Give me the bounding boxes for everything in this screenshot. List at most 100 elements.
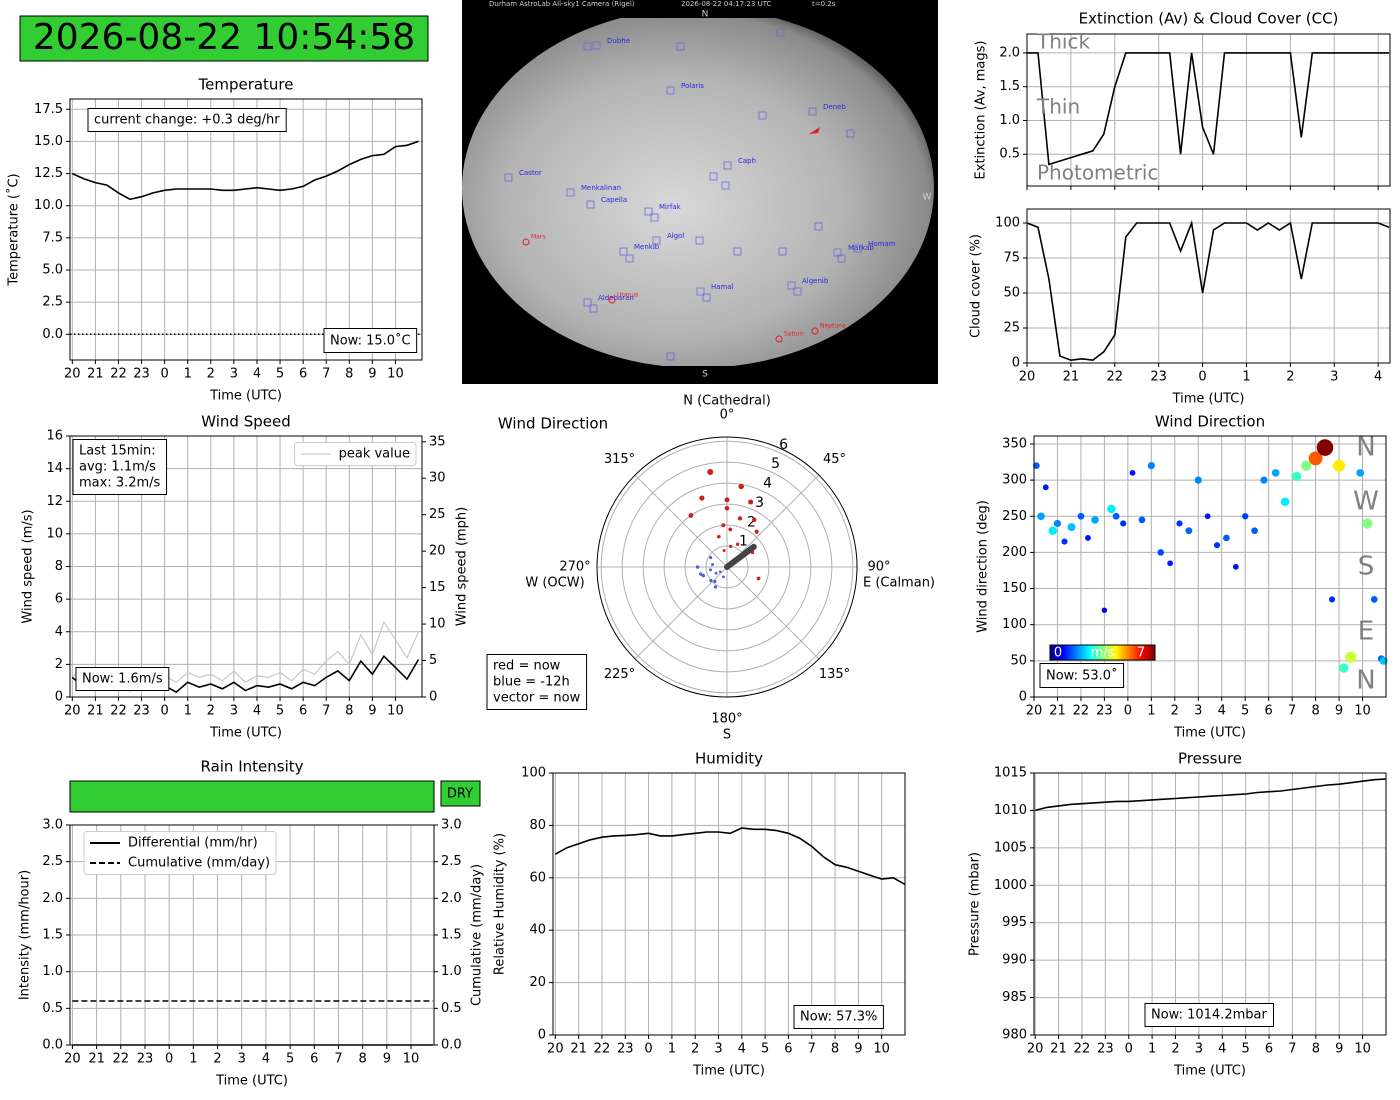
x-tick-label: 0 [1124, 704, 1132, 719]
star-marker [644, 207, 653, 216]
y-tick-label: 200 [1002, 545, 1027, 560]
legend: peak value [294, 442, 417, 466]
planet-label: Saturn [784, 331, 804, 338]
x-tick-label: 7 [322, 367, 330, 382]
plot-frame [1026, 33, 1391, 187]
x-axis-label: Time (UTC) [692, 1064, 765, 1079]
scatter-point [1107, 504, 1116, 514]
x-axis-label: Time (UTC) [209, 726, 282, 741]
x-tick-label: 8 [1312, 1042, 1320, 1057]
scatter-point [1232, 563, 1239, 570]
polar-point [748, 499, 754, 505]
y-tick-label: 1.0 [999, 113, 1020, 128]
x-tick-label: 23 [617, 1042, 634, 1057]
star-marker [666, 86, 675, 95]
compass-label: E (Calman) [863, 576, 935, 591]
x-tick-label: 21 [87, 704, 104, 719]
x-tick-label: 10 [387, 704, 404, 719]
x-tick-label: 20 [64, 367, 81, 382]
x-tick-label: 6 [299, 367, 307, 382]
x-tick-label: 8 [1311, 704, 1319, 719]
r-tick-label: 6 [779, 437, 788, 453]
x-tick-label: 21 [87, 367, 104, 382]
chart-title: Wind Direction [1155, 413, 1265, 431]
camera-mask [462, 366, 938, 384]
camera-compass: S [702, 370, 708, 380]
region-label: Thick [1036, 30, 1090, 54]
scatter-point [1333, 459, 1346, 472]
polar-point [709, 556, 713, 560]
star-label: Homam [868, 240, 896, 248]
y-tick-label: 4 [55, 624, 63, 639]
polar-frame [596, 436, 858, 698]
star-marker [709, 172, 718, 181]
scatter-point [1101, 607, 1108, 613]
polar-point [721, 523, 726, 528]
angle-tick-label: 135° [819, 667, 850, 682]
y-tick-label: 150 [1002, 581, 1027, 596]
x-tick-label: 5 [276, 367, 284, 382]
polar-point [728, 527, 733, 532]
planet-label: Uranus [617, 292, 638, 299]
annotation-text: Now: 1.6m/s [82, 672, 163, 687]
x-tick-label: 8 [345, 367, 353, 382]
y-tick-label: 100 [521, 766, 546, 781]
y-tick-label: 0 [1019, 690, 1027, 705]
y2-tick-label: 1.0 [441, 964, 462, 979]
star-marker [721, 181, 730, 190]
star-label: Capella [601, 196, 627, 204]
x-tick-label: 0 [165, 1052, 173, 1067]
camera-header: Durham AstroLab All-sky1 Camera (Rigel) [489, 0, 635, 8]
x-tick-label: 10 [873, 1042, 890, 1057]
polar-point [718, 570, 722, 574]
x-tick-label: 22 [1073, 704, 1090, 719]
x-tick-label: 7 [1288, 1042, 1296, 1057]
y-axis-label: Temperature (˚C) [6, 173, 22, 286]
polar-point [756, 576, 761, 581]
y-tick-label: 6 [55, 592, 63, 607]
chart-title: Rain Intensity [200, 758, 303, 776]
annotation: Thin [1036, 95, 1080, 119]
x-tick-label: 20 [1019, 370, 1036, 385]
scatter-point [1091, 516, 1099, 524]
scatter-point [1112, 512, 1120, 520]
annotation-text: Last 15min: [79, 444, 156, 459]
star-marker [778, 247, 787, 256]
y-tick-label: 995 [1002, 915, 1027, 930]
x-tick-label: 1 [189, 1052, 197, 1067]
scatter-point [1176, 520, 1183, 527]
legend-box [294, 442, 417, 466]
camera-header: 2026-08-22 04:17:23 UTC [681, 0, 772, 8]
star-marker [833, 248, 842, 257]
star-marker [814, 222, 823, 231]
scatter-point [1370, 596, 1378, 603]
scatter-point [1301, 460, 1312, 471]
scatter-point [1260, 476, 1268, 484]
chart-title: Temperature [197, 76, 293, 94]
star-label: Deneb [823, 103, 846, 111]
planet-marker [522, 238, 530, 246]
x-tick-label: 20 [547, 1042, 564, 1057]
line-series [554, 827, 906, 886]
star-marker [695, 236, 704, 245]
plot-area [1027, 34, 1390, 186]
y-axis-label: Extinction (Av, mags) [974, 41, 989, 180]
x-tick-label: 22 [1074, 1042, 1091, 1057]
x-tick-label: 22 [110, 704, 127, 719]
y-tick-label: 1005 [994, 840, 1027, 855]
r-tick-label: 2 [747, 514, 756, 530]
y-tick-label: 16 [46, 429, 63, 444]
chart-title: Humidity [695, 750, 763, 768]
star-marker [504, 173, 513, 182]
annotation-text: max: 3.2m/s [79, 476, 161, 491]
annotation-text: Now: 53.0˚ [1046, 668, 1118, 684]
x-tick-label: 10 [1354, 704, 1371, 719]
sky-arrow [809, 127, 820, 134]
x-tick-label: 9 [1335, 1042, 1343, 1057]
star-marker [837, 254, 846, 263]
y-tick-label: 0 [538, 1028, 546, 1043]
scatter-point [1362, 518, 1373, 529]
